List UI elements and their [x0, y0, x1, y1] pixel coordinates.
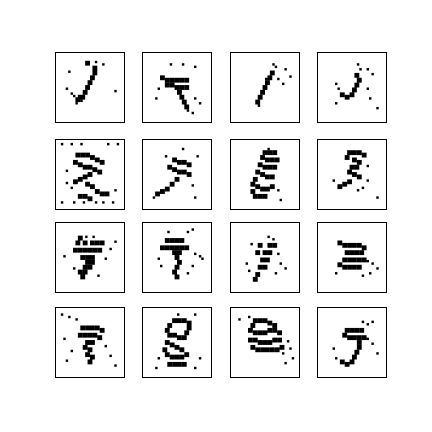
digit-panel-r4c2 [142, 307, 212, 378]
digit-image-r2c1 [56, 140, 124, 209]
digit-panel-r1c3 [230, 52, 300, 123]
digit-panel-r1c2 [142, 52, 212, 123]
digit-image-r1c3 [231, 53, 299, 122]
digit-panel-r1c1 [55, 52, 125, 123]
digit-image-r4c4 [318, 308, 386, 377]
digit-image-r2c2 [143, 140, 211, 209]
digit-panel-r2c3 [230, 139, 300, 210]
digit-panel-r2c4 [317, 139, 387, 210]
digit-panel-r2c1 [55, 139, 125, 210]
digit-panel-r4c1 [55, 307, 125, 378]
digit-image-r4c3 [231, 308, 299, 377]
digit-panel-r3c4 [317, 222, 387, 293]
digit-image-r2c3 [231, 140, 299, 209]
digit-image-r1c1 [56, 53, 124, 122]
digit-panel-r4c3 [230, 307, 300, 378]
digit-image-r4c1 [56, 308, 124, 377]
digit-image-r3c1 [56, 223, 124, 292]
digit-image-r1c2 [143, 53, 211, 122]
digit-image-r1c4 [318, 53, 386, 122]
digit-panel-r3c3 [230, 222, 300, 293]
digit-image-r3c2 [143, 223, 211, 292]
digit-panel-r1c4 [317, 52, 387, 123]
digit-panel-r3c1 [55, 222, 125, 293]
digit-image-r3c4 [318, 223, 386, 292]
digit-image-r3c3 [231, 223, 299, 292]
digit-image-r4c2 [143, 308, 211, 377]
digit-image-r2c4 [318, 140, 386, 209]
digit-panel-r3c2 [142, 222, 212, 293]
digit-panel-r2c2 [142, 139, 212, 210]
digit-panel-r4c4 [317, 307, 387, 378]
